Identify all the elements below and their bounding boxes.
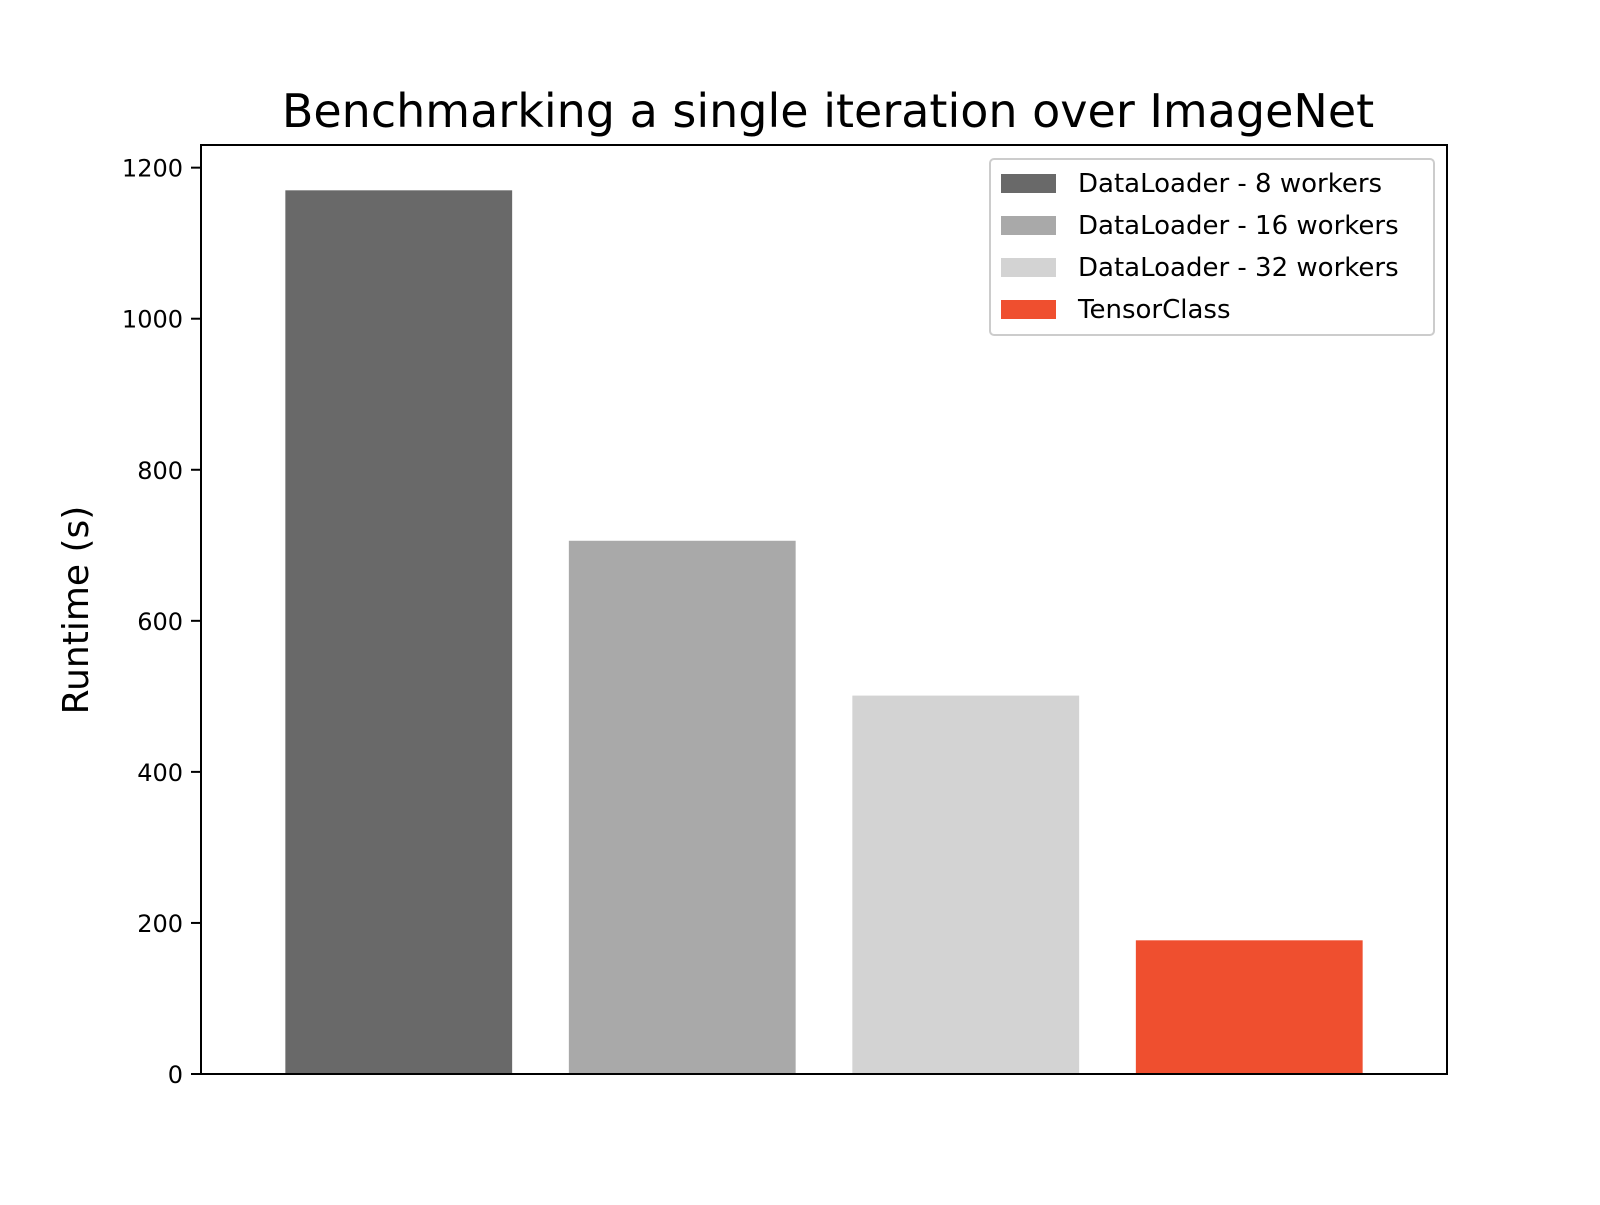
plot-frame [200,144,1448,1075]
legend-label: DataLoader - 16 workers [1078,211,1399,241]
y-axis-label: Runtime (s) [56,506,97,715]
y-tick-label: 400 [137,759,183,787]
y-tick-label: 1200 [122,155,183,183]
legend-swatch [1001,300,1056,319]
legend-swatch [1001,216,1056,235]
bar-3 [852,695,1080,1074]
legend-box [989,158,1435,336]
y-tick-label: 600 [137,608,183,636]
bar-4 [1135,940,1363,1074]
y-tick-label: 1000 [122,306,183,334]
legend-label: DataLoader - 8 workers [1078,169,1382,199]
legend-label: DataLoader - 32 workers [1078,253,1399,283]
legend: DataLoader - 8 workers DataLoader - 16 wo… [989,158,1435,336]
bar-1 [285,190,513,1074]
y-tick-label: 800 [137,457,183,485]
legend-label: TensorClass [1077,295,1230,325]
chart-title: Benchmarking a single iteration over Ima… [282,84,1374,138]
legend-swatch [1001,258,1056,277]
y-tick-label: 0 [168,1061,183,1089]
bars [285,190,1363,1074]
bar-2 [568,540,796,1074]
y-tick-label: 200 [137,910,183,938]
y-axis: 0 200 400 600 800 1000 1200 [122,155,201,1089]
legend-swatch [1001,174,1056,193]
